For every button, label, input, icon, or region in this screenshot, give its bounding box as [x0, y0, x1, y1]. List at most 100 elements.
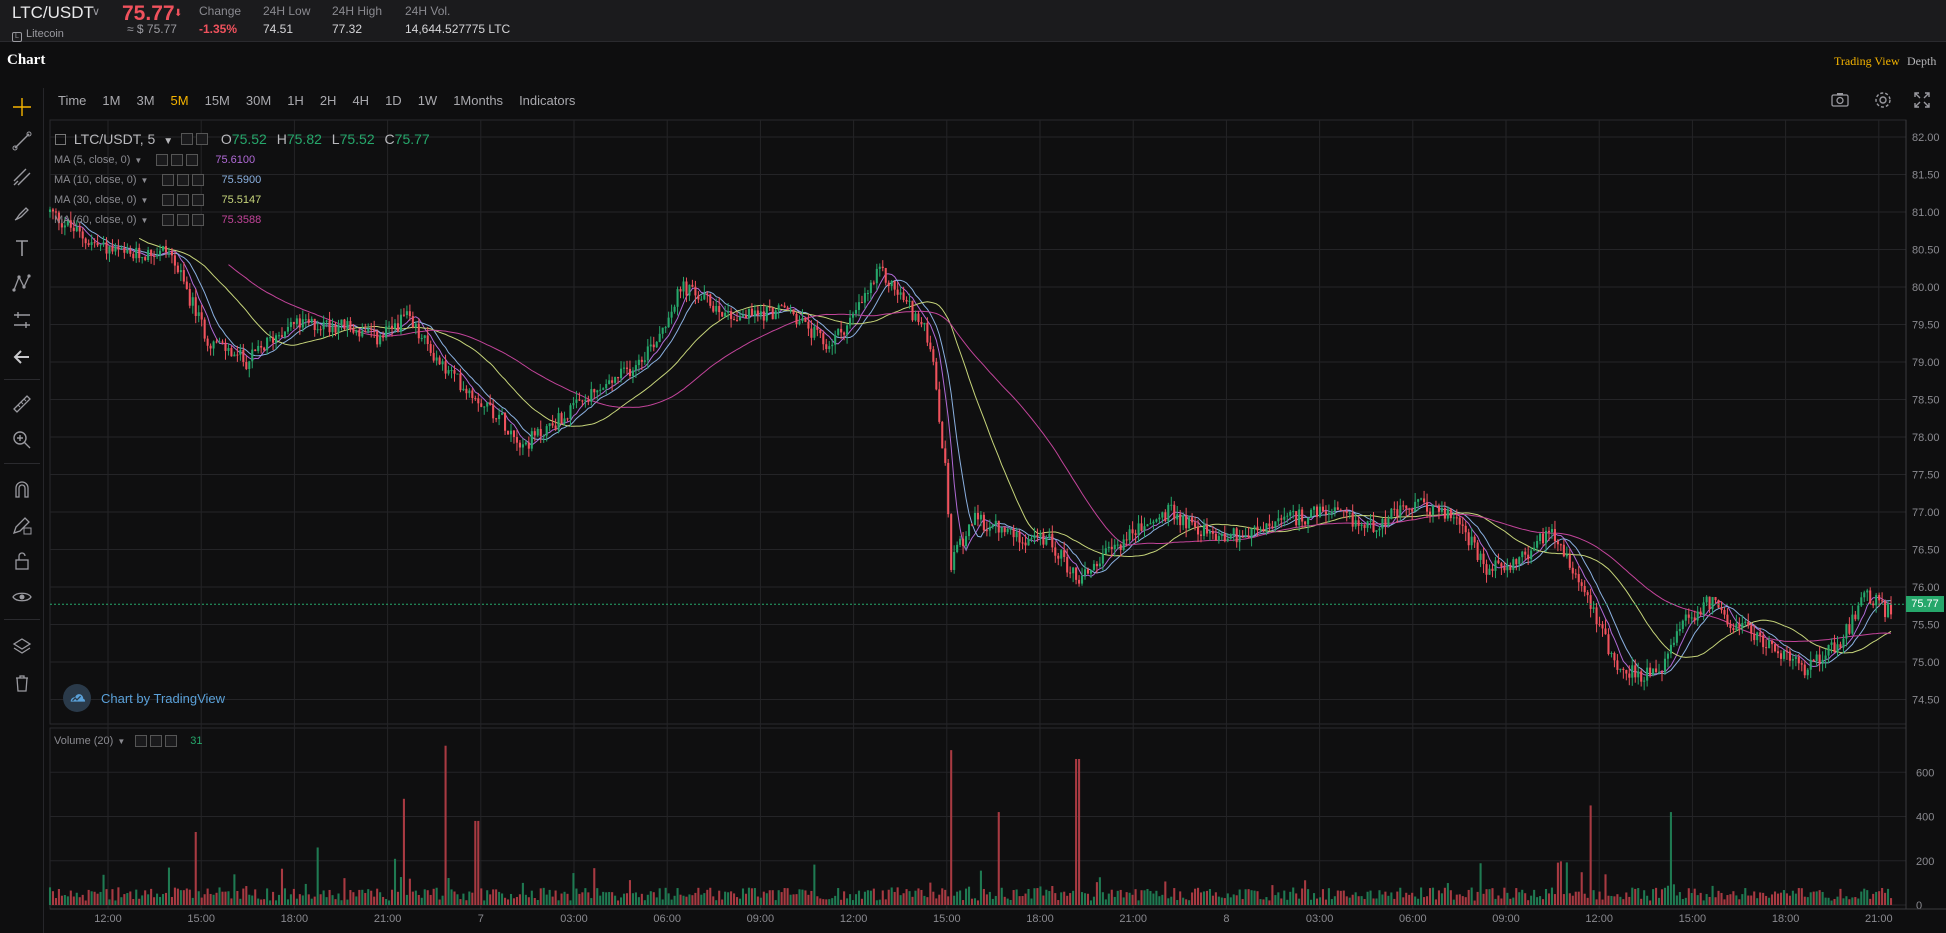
interval-3m[interactable]: 3M — [136, 92, 155, 108]
trendline-icon[interactable] — [10, 129, 34, 153]
chevron-down-icon[interactable]: ▼ — [140, 215, 149, 225]
tradingview-badge[interactable]: Chart by TradingView — [63, 684, 225, 712]
fib-icon[interactable] — [10, 165, 34, 189]
ma-row[interactable]: MA (60, close, 0) ▼ 75.3588 — [54, 214, 261, 226]
brush-icon[interactable] — [10, 201, 34, 225]
chevron-down-icon[interactable]: ∨ — [92, 6, 101, 18]
settings-toggle[interactable] — [162, 174, 175, 186]
visibility-toggle[interactable] — [177, 194, 190, 206]
interval-1h[interactable]: 1H — [287, 92, 304, 108]
unlock-icon[interactable] — [10, 549, 34, 573]
volume-bar — [390, 889, 394, 905]
volume-bar — [1208, 889, 1211, 905]
chevron-down-icon[interactable]: ▼ — [117, 736, 126, 746]
remove-toggle[interactable] — [192, 194, 205, 206]
settings-toggle[interactable] — [162, 194, 175, 206]
volume-bar — [828, 899, 831, 905]
candle-body — [1869, 590, 1872, 604]
candle-body — [1553, 529, 1556, 542]
remove-toggle[interactable] — [165, 735, 178, 747]
visibility-toggle[interactable] — [196, 133, 209, 145]
volume-bar — [1815, 891, 1818, 905]
ma-row[interactable]: MA (5, close, 0) ▼ 75.6100 — [54, 154, 255, 166]
remove-toggle[interactable] — [192, 174, 205, 186]
remove-toggle[interactable] — [192, 214, 205, 226]
visibility-toggle[interactable] — [177, 214, 190, 226]
interval-time[interactable]: Time — [58, 92, 87, 108]
candle-body — [866, 293, 869, 295]
interval-5m[interactable]: 5M — [170, 92, 189, 108]
volume-bar — [1809, 892, 1812, 905]
legend-collapse-icon[interactable] — [55, 134, 66, 145]
candle-body — [355, 329, 358, 333]
candle-body — [1315, 506, 1319, 517]
interval-1d[interactable]: 1D — [385, 92, 402, 108]
gear-icon[interactable] — [1873, 90, 1893, 110]
candle-body — [1887, 604, 1890, 618]
chevron-down-icon[interactable]: ▼ — [140, 195, 149, 205]
visibility-toggle[interactable] — [171, 154, 184, 166]
interval-30m[interactable]: 30M — [245, 92, 272, 108]
candle-body — [605, 384, 608, 389]
interval-1m[interactable]: 1M — [102, 92, 121, 108]
volume-bar — [893, 891, 896, 905]
interval-1w[interactable]: 1W — [417, 92, 438, 108]
crosshair-icon[interactable] — [10, 95, 34, 119]
ma-label[interactable]: MA (5, close, 0) — [54, 154, 131, 166]
settings-toggle[interactable] — [135, 735, 148, 747]
volume-bar — [191, 897, 194, 905]
visibility-toggle[interactable] — [177, 174, 190, 186]
ruler-icon[interactable] — [10, 392, 34, 416]
settings-toggle[interactable] — [162, 214, 175, 226]
volume-bar — [266, 888, 269, 905]
indicators-button[interactable]: Indicators — [519, 92, 576, 108]
text-icon[interactable] — [10, 236, 34, 260]
ma-label[interactable]: MA (30, close, 0) — [54, 194, 137, 206]
trash-icon[interactable] — [10, 671, 34, 695]
tab-depth[interactable]: Depth — [1907, 54, 1937, 68]
interval-2h[interactable]: 2H — [319, 92, 337, 108]
volume-bar — [985, 894, 988, 905]
visibility-toggle[interactable] — [150, 735, 163, 747]
layers-icon[interactable] — [10, 635, 34, 659]
remove-toggle[interactable] — [186, 154, 199, 166]
ma-row[interactable]: MA (10, close, 0) ▼ 75.5900 — [54, 174, 261, 186]
fullscreen-icon[interactable] — [1912, 90, 1932, 110]
ma-label[interactable]: MA (60, close, 0) — [54, 214, 137, 226]
eye-icon[interactable] — [10, 585, 34, 609]
time-tick-label: 06:00 — [1399, 913, 1427, 925]
pattern-icon[interactable] — [10, 271, 34, 295]
candle-body — [1396, 509, 1399, 517]
interval-1months[interactable]: 1Months — [453, 92, 504, 108]
candle-body — [840, 328, 843, 333]
volume-bar — [938, 894, 941, 905]
magnet-icon[interactable] — [10, 477, 34, 501]
settings-toggle[interactable] — [156, 154, 169, 166]
legend-symbol[interactable]: LTC/USDT, 5 — [73, 131, 156, 147]
settings-toggle[interactable] — [181, 133, 194, 145]
interval-4h[interactable]: 4H — [352, 92, 370, 108]
chevron-down-icon[interactable]: ▼ — [163, 136, 174, 147]
chevron-down-icon[interactable]: ▼ — [140, 175, 149, 185]
pencil-lock-icon[interactable] — [10, 513, 34, 537]
tab-trading-view[interactable]: Trading View — [1834, 54, 1900, 68]
arrow-left-icon[interactable] — [10, 345, 34, 369]
volume-bar — [435, 887, 438, 905]
interval-15m[interactable]: 15M — [204, 92, 230, 108]
tradingview-link[interactable]: Chart by TradingView — [101, 690, 226, 706]
pair-selector[interactable]: LTC/USDT — [12, 3, 94, 22]
ma-row[interactable]: MA (30, close, 0) ▼ 75.5147 — [54, 194, 261, 206]
candle-body — [682, 281, 685, 292]
candle-body — [343, 319, 346, 329]
volume-bar — [911, 896, 914, 905]
volume-legend[interactable]: Volume (20) ▼ 31 — [54, 735, 202, 747]
volume-label[interactable]: Volume (20) — [54, 735, 114, 747]
chevron-down-icon[interactable]: ▼ — [134, 155, 143, 165]
volume-bar — [753, 888, 756, 905]
measure-icon[interactable] — [10, 308, 34, 332]
zoom-in-icon[interactable] — [10, 428, 34, 452]
ma-label[interactable]: MA (10, close, 0) — [54, 174, 137, 186]
candle-body — [1458, 517, 1461, 525]
camera-icon[interactable] — [1830, 90, 1850, 110]
